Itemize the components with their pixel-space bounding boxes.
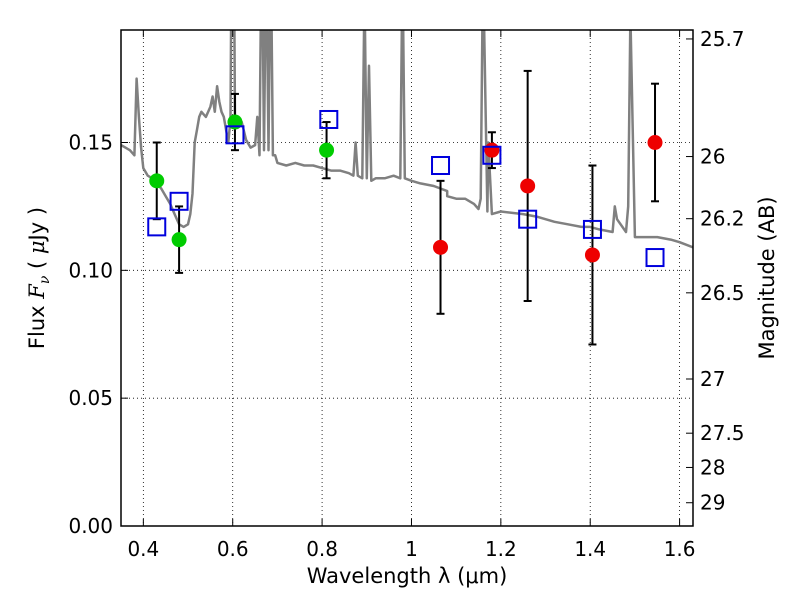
data-point bbox=[433, 239, 449, 255]
y-axis-label: Flux Fν ( μJy ) bbox=[25, 207, 53, 349]
model-point bbox=[518, 209, 538, 229]
tick-labels: 0.4 0.6 0.8 1 1.2 1.4 1.6 0.00 0.05 0.10 0.15 25.7 2… bbox=[68, 27, 744, 561]
plot-frame bbox=[120, 29, 694, 527]
data-point bbox=[647, 134, 663, 150]
model-point bbox=[645, 248, 665, 268]
grid bbox=[121, 30, 693, 526]
right-tick-label: 26.5 bbox=[700, 281, 745, 305]
x-tick-label: 0.4 bbox=[127, 537, 159, 561]
data-point bbox=[149, 173, 165, 189]
right-tick-label: 27.5 bbox=[700, 421, 745, 445]
x-tick-label: 1.4 bbox=[574, 537, 606, 561]
model-point bbox=[147, 217, 167, 237]
x-tick-label: 1.2 bbox=[485, 537, 517, 561]
model-point bbox=[482, 145, 502, 165]
model-spectrum-line bbox=[121, 30, 693, 249]
right-tick-label: 25.7 bbox=[700, 27, 745, 51]
svg-text:Flux Fν ( μJy ): Flux Fν ( μJy ) bbox=[25, 207, 53, 349]
ticks bbox=[121, 30, 693, 527]
data-point bbox=[584, 247, 600, 263]
y-tick-label: 0.05 bbox=[68, 386, 113, 410]
right-tick-label: 29 bbox=[700, 491, 725, 515]
x-tick-label: 1 bbox=[405, 537, 418, 561]
y-tick-label: 0.00 bbox=[68, 514, 113, 538]
x-tick-label: 0.8 bbox=[306, 537, 338, 561]
right-tick-label: 28 bbox=[700, 455, 725, 479]
plot-area bbox=[121, 30, 693, 346]
y-tick-label: 0.15 bbox=[68, 130, 113, 154]
right-tick-label: 27 bbox=[700, 367, 725, 391]
model-point bbox=[319, 109, 339, 129]
model-point bbox=[431, 156, 451, 176]
model-point bbox=[582, 219, 602, 239]
right-tick-label: 26.2 bbox=[700, 207, 745, 231]
right-axis-label: Magnitude (AB) bbox=[755, 196, 779, 359]
x-tick-label: 0.6 bbox=[217, 537, 249, 561]
y-tick-label: 0.10 bbox=[68, 258, 113, 282]
data-point bbox=[520, 178, 536, 194]
x-tick-label: 1.6 bbox=[664, 537, 696, 561]
x-axis-label: Wavelength λ (μm) bbox=[307, 564, 508, 588]
data-point bbox=[319, 142, 335, 158]
data-point bbox=[171, 232, 187, 248]
model-point bbox=[169, 191, 189, 211]
model-point bbox=[225, 125, 245, 145]
right-tick-label: 26 bbox=[700, 145, 725, 169]
data-point bbox=[484, 142, 500, 158]
